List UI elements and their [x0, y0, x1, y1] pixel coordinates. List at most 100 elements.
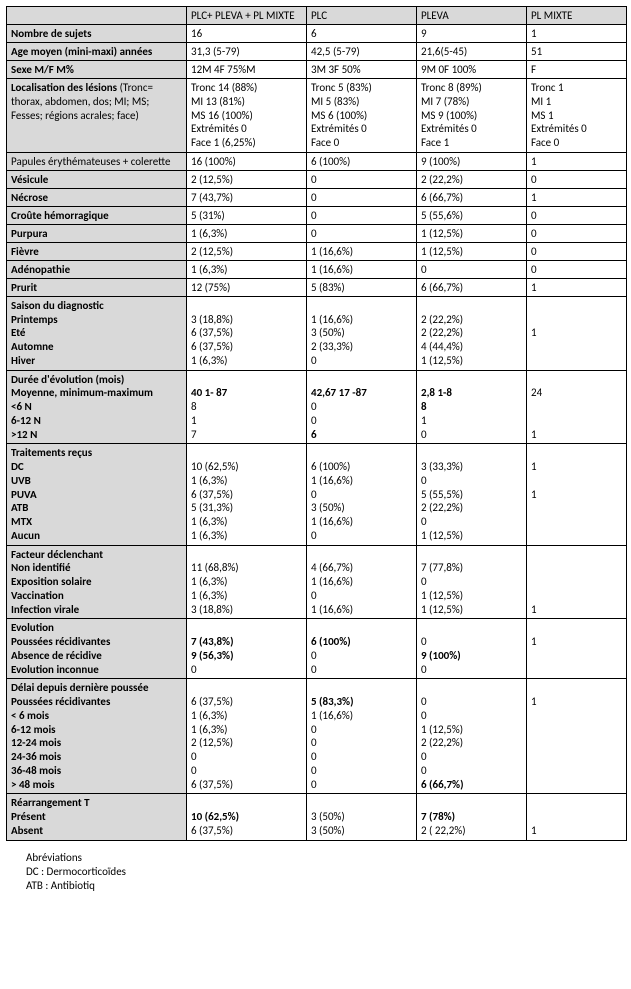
cell: 6 (100%)00	[307, 619, 417, 679]
cell: Saison du diagnosticPrintempsEtéAutomneH…	[7, 296, 187, 370]
cell: 51	[527, 43, 627, 61]
cell: 5 (83%)	[307, 278, 417, 296]
cell: Fièvre	[7, 242, 187, 260]
cell: 3 (33,3%) 0 5 (55,5%) 2 (22,2%) 0 1 (12,…	[417, 444, 527, 545]
row-fievre: Fièvre2 (12,5%)1 (16,6%)1 (12,5%)0	[7, 242, 627, 260]
cell: 0	[307, 170, 417, 188]
row-prurit: Prurit12 (75%)5 (83%)6 (66,7%)1	[7, 278, 627, 296]
cell: 1	[527, 619, 627, 679]
cell: 10 (62,5%) 1 (6,3%) 6 (37,5%) 5 (31,3%) …	[187, 444, 307, 545]
cell: 9 (100%)	[417, 152, 527, 170]
header-row: PLC+ PLEVA + PL MIXTE PLC PLEVA PL MIXTE	[7, 7, 627, 25]
cell: Nécrose	[7, 188, 187, 206]
cell: 1 (16,6%)	[307, 242, 417, 260]
cell: Tronc 1 MI 1 MS 1 Extrémités 0 Face 0	[527, 79, 627, 153]
cell: 001 (12,5%)2 (22,2%)006 (66,7%)	[417, 679, 527, 794]
data-table: PLC+ PLEVA + PL MIXTE PLC PLEVA PL MIXTE…	[6, 6, 627, 841]
cell: Délai depuis dernière pousséePoussées ré…	[7, 679, 187, 794]
cell: Papules érythémateuses + colerette	[7, 152, 187, 170]
cell: 1	[527, 545, 627, 619]
cell: 42,67 17 -87006	[307, 370, 417, 444]
cell: Prurit	[7, 278, 187, 296]
cell: 7 (43,7%)	[187, 188, 307, 206]
cell: 16	[187, 25, 307, 43]
cell: 24 1	[527, 370, 627, 444]
header-col2: PLC	[307, 7, 417, 25]
cell: Purpura	[7, 224, 187, 242]
cell: 6 (100%)	[307, 152, 417, 170]
row-croute: Croûte hémorragique5 (31%)05 (55,6%)0	[7, 206, 627, 224]
cell: 16 (100%)	[187, 152, 307, 170]
cell: 3M 3F 50%	[307, 61, 417, 79]
cell: 31,3 (5-79)	[187, 43, 307, 61]
cell: 7 (78%)2 ( 22,2%)	[417, 794, 527, 840]
cell: 9	[417, 25, 527, 43]
row-facteur: Facteur déclenchantNon identifiéExpositi…	[7, 545, 627, 619]
cell: 2 (22,2%) 2 (22,2%) 4 (44,4%) 1 (12,5%)	[417, 296, 527, 370]
cell: 0	[527, 224, 627, 242]
cell: 0	[527, 206, 627, 224]
cell: 1	[527, 278, 627, 296]
cell: 6 (66,7%)	[417, 278, 527, 296]
row-trait: Traitements reçusDCUVBPUVAATBMTXAucun 10…	[7, 444, 627, 545]
cell: Adénopathie	[7, 260, 187, 278]
cell: 0	[527, 260, 627, 278]
cell: 11 (68,8%) 1 (6,3%) 1 (6,3%) 3 (18,8%)	[187, 545, 307, 619]
row-sexe: Sexe M/F M%12M 4F 75%M3M 3F 50%9M 0F 100…	[7, 61, 627, 79]
cell: 1	[527, 679, 627, 794]
cell: 0	[307, 188, 417, 206]
row-duree: Durée d'évolution (mois)Moyenne, minimum…	[7, 370, 627, 444]
cell: 3 (18,8%) 6 (37,5%) 6 (37,5%) 1 (6,3%)	[187, 296, 307, 370]
cell: 21,6(5-45)	[417, 43, 527, 61]
cell: 6	[307, 25, 417, 43]
cell: Tronc 14 (88%) MI 13 (81%) MS 16 (100%) …	[187, 79, 307, 153]
cell: 5 (31%)	[187, 206, 307, 224]
cell: 1 (6,3%)	[187, 224, 307, 242]
cell: F	[527, 61, 627, 79]
cell: 0	[527, 242, 627, 260]
cell: Facteur déclenchantNon identifiéExpositi…	[7, 545, 187, 619]
cell: 2,8 1-8810	[417, 370, 527, 444]
cell: Vésicule	[7, 170, 187, 188]
cell: 5 (55,6%)	[417, 206, 527, 224]
row-saison: Saison du diagnosticPrintempsEtéAutomneH…	[7, 296, 627, 370]
cell: Sexe M/F M%	[7, 61, 187, 79]
cell: 9M 0F 100%	[417, 61, 527, 79]
row-evol: EvolutionPoussées récidivantesAbsence de…	[7, 619, 627, 679]
cell: 1	[527, 794, 627, 840]
cell: 1	[527, 25, 627, 43]
cell: 1 (16,6%)	[307, 260, 417, 278]
cell: 1 (6,3%)	[187, 260, 307, 278]
row-nsujets: Nombre de sujets16691	[7, 25, 627, 43]
cell: 2 (12,5%)	[187, 170, 307, 188]
cell: 7 (43,8%)9 (56,3%)0	[187, 619, 307, 679]
row-vesicule: Vésicule2 (12,5%)02 (22,2%)0	[7, 170, 627, 188]
cell: 1 (16,6%) 3 (50%) 2 (33,3%) 0	[307, 296, 417, 370]
cell: 1	[527, 152, 627, 170]
cell: 42,5 (5-79)	[307, 43, 417, 61]
abbreviations: Abréviations DC : Dermocorticoïdes ATB :…	[6, 851, 625, 894]
row-adeno: Adénopathie1 (6,3%)1 (16,6%)00	[7, 260, 627, 278]
cell: 4 (66,7%) 1 (16,6%) 0 1 (16,6%)	[307, 545, 417, 619]
cell: Durée d'évolution (mois)Moyenne, minimum…	[7, 370, 187, 444]
cell: Nombre de sujets	[7, 25, 187, 43]
cell: 7 (77,8%) 0 1 (12,5%) 1 (12,5%)	[417, 545, 527, 619]
header-col4: PL MIXTE	[527, 7, 627, 25]
cell: 1	[527, 296, 627, 370]
row-loc: Localisation des lésions (Tronc= thorax,…	[7, 79, 627, 153]
header-col1: PLC+ PLEVA + PL MIXTE	[187, 7, 307, 25]
cell: 2 (22,2%)	[417, 170, 527, 188]
row-necrose: Nécrose7 (43,7%)06 (66,7%)1	[7, 188, 627, 206]
cell: Croûte hémorragique	[7, 206, 187, 224]
cell: 40 1- 87817	[187, 370, 307, 444]
row-age: Age moyen (mini-maxi) années31,3 (5-79)4…	[7, 43, 627, 61]
cell: 12 (75%)	[187, 278, 307, 296]
cell: 0	[307, 224, 417, 242]
cell: EvolutionPoussées récidivantesAbsence de…	[7, 619, 187, 679]
cell: 5 (83,3%)1 (16,6%)00000	[307, 679, 417, 794]
cell: Tronc 5 (83%) MI 5 (83%) MS 6 (100%) Ext…	[307, 79, 417, 153]
cell: 6 (100%) 1 (16,6%) 0 3 (50%) 1 (16,6%) 0	[307, 444, 417, 545]
row-purpura: Purpura1 (6,3%)01 (12,5%)0	[7, 224, 627, 242]
row-rearr: Réarrangement TPrésentAbsent 10 (62,5%)6…	[7, 794, 627, 840]
cell: Age moyen (mini-maxi) années	[7, 43, 187, 61]
